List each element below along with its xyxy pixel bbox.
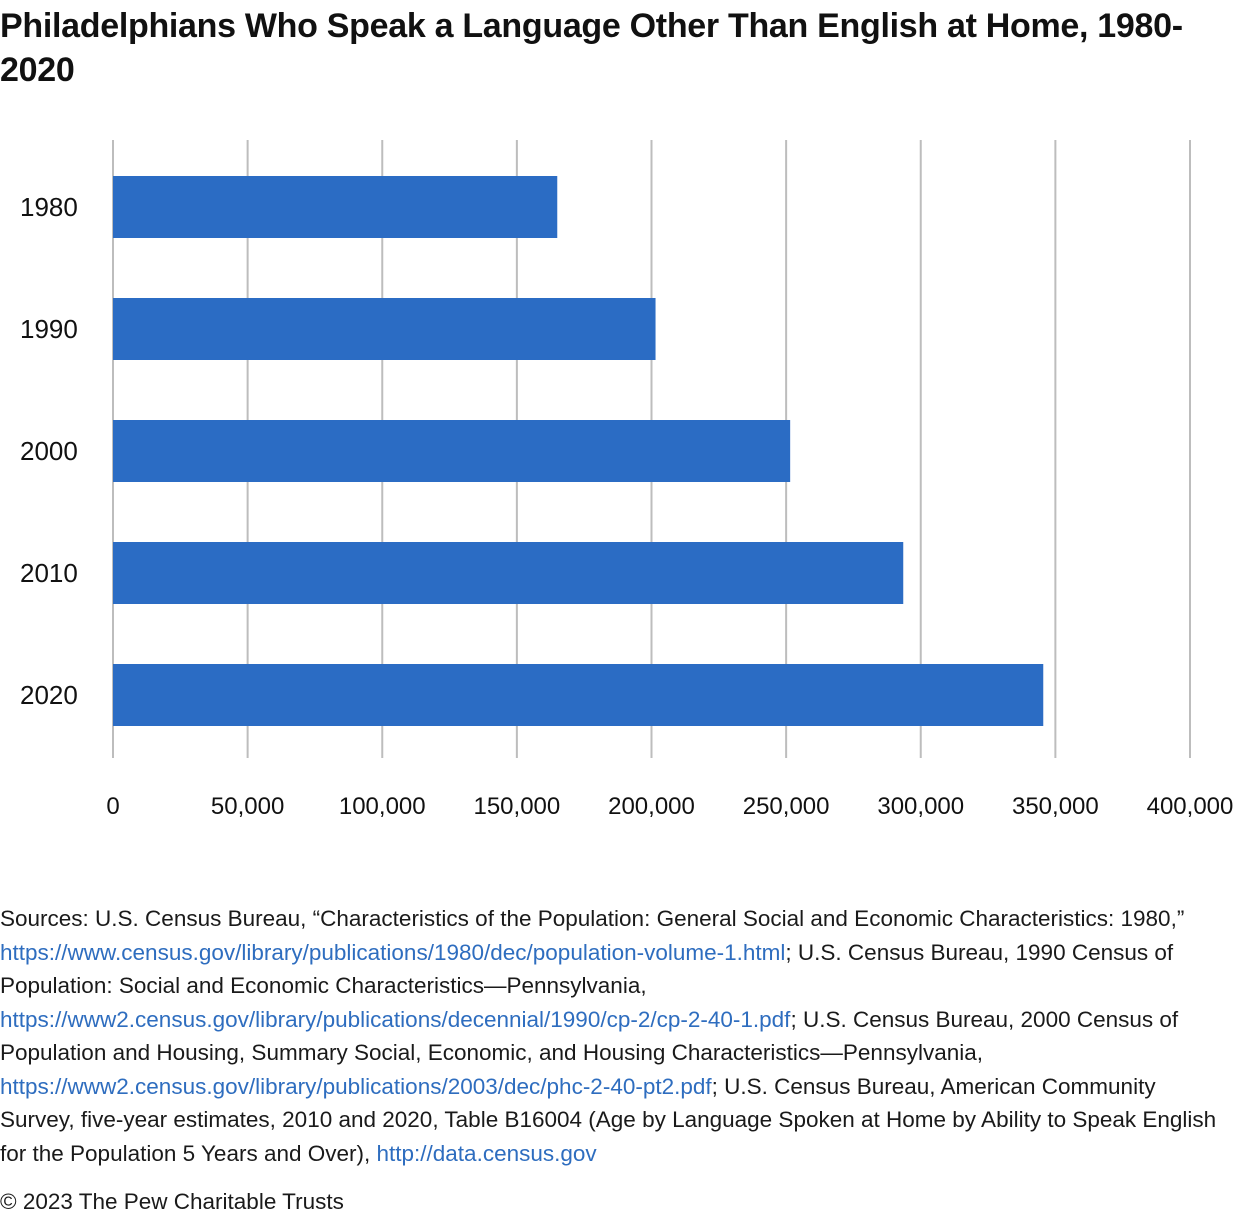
category-label: 2000 [20,436,78,466]
x-tick-label: 250,000 [743,793,830,820]
source-link-1[interactable]: https://www.census.gov/library/publicati… [0,939,786,965]
sources-text-1: Sources: U.S. Census Bureau, “Characteri… [0,906,1185,931]
sources-text-4: ; U.S. Census Bureau, American Community… [0,1073,1217,1166]
sources-text-2: ; U.S. Census Bureau, 1990 Census of Pop… [0,939,1174,999]
x-tick-label: 150,000 [473,793,560,820]
sources-note: Sources: U.S. Census Bureau, “Characteri… [0,902,1236,1170]
category-labels: 1980 1990 2000 2010 2020 [20,192,78,710]
source-link-4[interactable]: http://data.census.gov [376,1140,597,1166]
x-tick-label: 350,000 [1012,793,1099,820]
bars [113,176,1044,726]
bar-2000 [113,420,791,482]
category-label: 1980 [20,192,78,222]
x-tick-label: 50,000 [211,793,284,820]
category-label: 2010 [20,558,78,588]
chart-title: Philadelphians Who Speak a Language Othe… [0,7,1183,89]
bar-1990 [113,298,656,360]
bar-2020 [113,664,1044,726]
category-label: 2020 [20,680,78,710]
source-link-2[interactable]: https://www2.census.gov/library/publicat… [0,1006,791,1032]
x-tick-label: 400,000 [1147,793,1234,820]
category-label: 1990 [20,314,78,344]
bar-1980 [113,176,558,238]
bar-2010 [113,542,904,604]
x-tick-labels: 0 50,000 100,000 150,000 200,000 250,000 300,0… [106,793,1233,820]
sources-text-3: ; U.S. Census Bureau, 2000 Census of Pop… [0,1006,1179,1066]
x-tick-label: 100,000 [339,793,426,820]
x-tick-label: 0 [106,793,119,820]
copyright: © 2023 The Pew Charitable Trusts [0,1189,344,1214]
x-tick-label: 200,000 [608,793,695,820]
source-link-3[interactable]: https://www2.census.gov/library/publicat… [0,1073,712,1099]
x-tick-label: 300,000 [877,793,964,820]
bar-chart: 1980 1990 2000 2010 2020 0 50,000 100,000 150,0… [20,140,1233,820]
